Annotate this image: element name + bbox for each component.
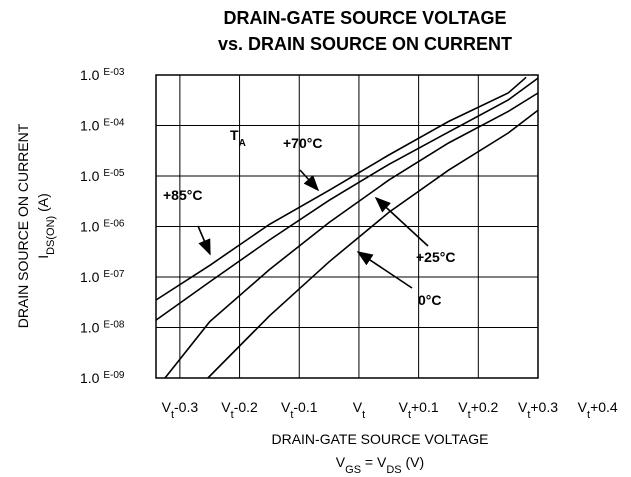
y-axis-label: IDS(ON) (A) — [35, 193, 57, 259]
arrow — [356, 251, 413, 289]
series-label: +85°C — [163, 187, 202, 203]
x-tick-label: Vt+0.2 — [458, 399, 498, 421]
x-axis-label: DRAIN-GATE SOURCE VOLTAGE — [271, 431, 488, 447]
y-tick-label: 1.0 E-04 — [80, 117, 125, 134]
chart-title: vs. DRAIN SOURCE ON CURRENT — [218, 34, 512, 54]
x-tick-label: Vt+0.4 — [578, 399, 618, 421]
series-label: +25°C — [416, 249, 455, 265]
data-line — [155, 77, 539, 321]
y-tick-label: 1.0 E-07 — [80, 269, 125, 286]
y-tick-label: 1.0 E-06 — [80, 218, 125, 235]
data-line — [207, 109, 539, 379]
data-line — [155, 76, 527, 301]
series-label: +70°C — [283, 135, 322, 151]
x-tick-label: Vt — [353, 399, 365, 421]
y-tick-label: 1.0 E-05 — [80, 168, 125, 185]
x-tick-label: Vt-0.2 — [221, 399, 258, 421]
x-axis-label: VGS = VDS (V) — [336, 454, 424, 476]
arrow — [374, 196, 429, 247]
y-axis-label: DRAIN SOURCE ON CURRENT — [15, 123, 31, 328]
y-tick-label: 1.0 E-08 — [80, 319, 125, 336]
series-label: 0°C — [418, 292, 442, 308]
y-tick-label: 1.0 E-09 — [80, 370, 125, 387]
annotation: TA — [230, 127, 246, 149]
x-tick-label: Vt+0.1 — [399, 399, 439, 421]
arrow — [197, 225, 211, 256]
chart-title: DRAIN-GATE SOURCE VOLTAGE — [224, 8, 507, 28]
x-tick-label: Vt+0.3 — [518, 399, 558, 421]
x-tick-label: Vt-0.1 — [281, 399, 318, 421]
x-tick-label: Vt-0.3 — [162, 399, 199, 421]
data-line — [164, 92, 539, 379]
y-tick-label: 1.0 E-03 — [80, 67, 125, 84]
arrow — [299, 169, 320, 192]
